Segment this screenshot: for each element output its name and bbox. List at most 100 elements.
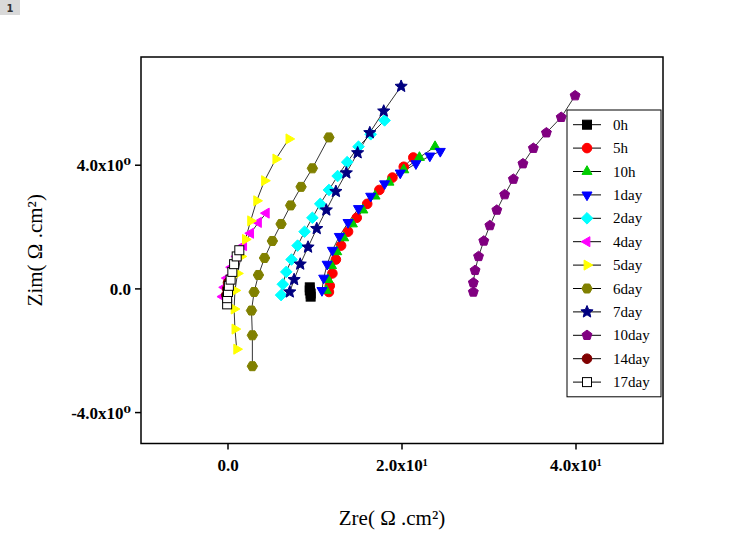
data-point [570,90,580,99]
legend-marker [583,378,592,387]
x-tick [227,444,229,450]
data-point [528,143,538,152]
legend-marker [582,354,592,364]
legend-marker [581,306,593,318]
data-point [322,261,332,270]
data-point [352,146,364,158]
data-point [395,170,405,179]
data-point [247,331,257,340]
data-point [262,176,271,186]
data-point [327,247,337,256]
data-point [556,112,566,121]
data-point [294,258,306,270]
legend-marker [581,237,590,247]
series-line [322,151,440,290]
legend-marker [582,166,592,175]
legend: 0h5h10h1day2day4day5day6day7day10day14da… [567,110,661,397]
data-point [474,251,484,260]
data-point [231,304,240,314]
data-point [330,185,342,197]
data-point [276,219,286,228]
data-point [468,287,478,296]
y-axis-label: Zim( Ω .cm²) [23,194,47,306]
data-point [425,153,435,162]
chart: 10.02.0x10¹4.0x10¹-4.0x10⁰0.04.0x10⁰Zre(… [0,0,733,538]
data-point [380,181,390,190]
data-point [273,154,282,164]
legend-marker [584,260,593,270]
legend-marker [583,120,592,129]
data-point [468,278,478,287]
data-point [302,241,314,253]
legend-marker [582,192,592,201]
data-point [366,193,376,202]
data-point [232,324,241,334]
data-point [267,236,277,245]
data-point [470,265,480,274]
data-point [435,148,445,157]
data-point [306,292,315,301]
legend-label: 0h [613,117,629,133]
legend-label: 2day [613,210,643,226]
data-point [340,167,352,179]
data-point [311,222,323,234]
data-point [334,233,344,242]
data-layer [217,80,580,371]
legend-label: 4day [613,234,643,250]
legend-label: 5h [613,140,629,156]
legend-box [567,110,661,397]
series-line [281,120,385,295]
series-line [251,137,328,366]
background [0,0,733,538]
data-point [280,266,292,278]
data-point [411,161,421,170]
data-point [249,287,259,296]
x-tick-label: 0.0 [217,456,238,475]
series-line [234,139,289,349]
data-point [378,105,390,117]
x-tick-label: 4.0x10¹ [550,456,602,475]
legend-label: 17day [613,374,650,390]
series-line [290,86,401,292]
data-point [492,205,502,214]
panel-label-box [0,0,20,15]
legend-marker [582,284,592,293]
data-point [320,204,332,216]
legend-label: 5day [613,257,643,273]
legend-label: 10day [613,327,650,343]
data-point [319,275,329,284]
x-axis-label: Zre( Ω .cm²) [339,506,445,530]
x-tick-label: 2.0x10¹ [376,456,428,475]
data-point [243,234,252,244]
y-tick-label: 0.0 [110,280,131,299]
series-line [223,213,267,296]
data-point [479,236,489,245]
legend-marker [582,330,592,339]
data-point [247,362,257,371]
data-point [508,174,518,183]
data-point [353,206,363,215]
data-point [317,288,327,297]
series-line [473,96,575,292]
data-point [277,278,289,290]
data-point [285,201,295,210]
x-tick [401,444,403,450]
data-point [324,133,334,142]
y-tick-label: 4.0x10⁰ [77,156,131,175]
panel-label: 1 [7,3,14,14]
data-point [541,128,551,137]
legend-marker [582,143,592,153]
data-point [234,344,243,354]
data-point [500,189,510,198]
data-point [246,306,256,315]
data-point [343,220,353,229]
data-point [485,220,495,229]
data-point [518,158,528,167]
data-point [296,182,306,191]
data-point [288,273,300,285]
data-point [307,164,317,173]
data-point [414,152,424,161]
plot-frame [141,57,663,444]
data-point [248,216,257,226]
legend-label: 1day [613,187,643,203]
